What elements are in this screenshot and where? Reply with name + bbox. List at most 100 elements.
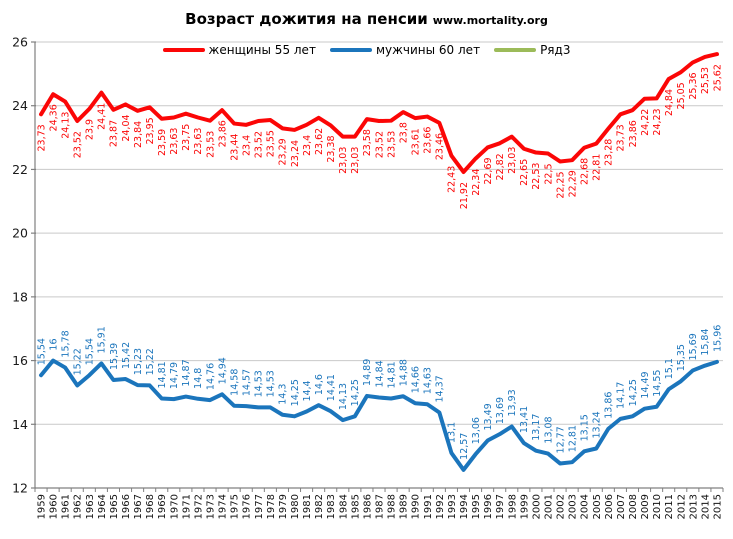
x-axis-label: 2003 <box>568 494 579 519</box>
chart-title: Возраст дожития на пенсии www.mortality.o… <box>0 9 733 28</box>
x-axis-label: 1989 <box>399 494 410 519</box>
data-label: 23,28 <box>604 139 615 166</box>
chart-legend: женщины 55 лет мужчины 60 лет Ряд3 <box>0 44 733 56</box>
data-label: 25,36 <box>688 72 699 99</box>
x-axis-label: 1988 <box>387 494 398 519</box>
data-label: 15,78 <box>60 330 71 357</box>
data-label: 22,5 <box>543 164 554 185</box>
data-label: 22,68 <box>579 158 590 185</box>
x-axis-label: 1994 <box>459 494 470 519</box>
data-label: 14,66 <box>411 366 422 393</box>
data-label: 24,22 <box>640 109 651 136</box>
data-label: 14,84 <box>374 360 385 387</box>
data-label: 24,41 <box>97 103 108 130</box>
x-axis-label: 1986 <box>362 494 373 519</box>
data-label: 14,41 <box>326 374 337 401</box>
x-axis-label: 1985 <box>350 494 361 519</box>
data-label: 14,25 <box>290 379 301 406</box>
data-label: 23,4 <box>302 135 313 156</box>
data-label: 14,57 <box>242 369 253 396</box>
x-axis-label: 1974 <box>218 494 229 519</box>
data-label: 15,22 <box>145 348 156 375</box>
data-label: 15,23 <box>133 348 144 375</box>
x-axis-label: 2001 <box>543 494 554 519</box>
x-axis-label: 1969 <box>157 494 168 519</box>
x-axis-label: 1991 <box>423 494 434 519</box>
data-label: 14,3 <box>278 384 289 405</box>
data-label: 23,66 <box>423 127 434 154</box>
data-label: 13,1 <box>447 422 458 443</box>
data-label: 22,34 <box>471 169 482 196</box>
x-axis-label: 1981 <box>302 494 313 519</box>
x-axis-label: 1983 <box>326 494 337 519</box>
x-axis-label: 1963 <box>85 494 96 519</box>
x-axis-label: 2002 <box>556 494 567 519</box>
x-axis-label: 1992 <box>435 494 446 519</box>
x-axis-label: 1980 <box>290 494 301 519</box>
data-label: 22,29 <box>567 170 578 197</box>
data-label: 23,59 <box>157 129 168 156</box>
chart-title-source: www.mortality.org <box>432 14 548 27</box>
data-label: 24,13 <box>60 112 71 139</box>
x-axis-label: 2014 <box>700 494 711 519</box>
data-label: 14,81 <box>386 361 397 388</box>
data-label: 14,25 <box>350 379 361 406</box>
data-label: 23,73 <box>616 124 627 151</box>
x-axis-label: 2007 <box>616 494 627 519</box>
data-label: 14,88 <box>398 359 409 386</box>
data-label: 23,86 <box>628 120 639 147</box>
y-axis-label: 12 <box>12 481 28 496</box>
x-axis-label: 1987 <box>375 494 386 519</box>
y-axis-label: 14 <box>12 417 28 432</box>
x-axis-label: 1978 <box>266 494 277 519</box>
data-label: 15,54 <box>36 338 47 365</box>
data-label: 23,44 <box>229 134 240 161</box>
x-axis-label: 1971 <box>181 494 192 519</box>
data-label: 12,81 <box>567 425 578 452</box>
x-axis-label: 1961 <box>61 494 72 519</box>
data-label: 24,04 <box>121 114 132 141</box>
data-label: 15,39 <box>109 343 120 370</box>
data-label: 23,46 <box>435 133 446 160</box>
data-label: 22,69 <box>483 157 494 184</box>
data-label: 15,96 <box>712 325 723 352</box>
x-axis-label: 1968 <box>145 494 156 519</box>
x-axis-label: 1977 <box>254 494 265 519</box>
x-axis-label: 1967 <box>133 494 144 519</box>
y-axis-label: 26 <box>12 35 28 50</box>
data-label: 23,38 <box>326 135 337 162</box>
data-label: 14,17 <box>616 382 627 409</box>
data-label: 13,93 <box>507 389 518 416</box>
x-axis-label: 2013 <box>688 494 699 519</box>
data-label: 13,15 <box>579 414 590 441</box>
data-label: 15,84 <box>700 328 711 355</box>
legend-label: женщины 55 лет <box>208 43 316 57</box>
data-label: 22,43 <box>447 166 458 193</box>
data-label: 23,53 <box>386 131 397 158</box>
data-label: 23,73 <box>36 124 47 151</box>
data-label: 23,55 <box>266 130 277 157</box>
data-label: 23,84 <box>133 121 144 148</box>
data-label: 23,61 <box>411 128 422 155</box>
data-label: 23,8 <box>398 122 409 143</box>
x-axis-label: 2005 <box>592 494 603 519</box>
data-label: 21,92 <box>459 182 470 209</box>
x-axis-label: 2011 <box>664 494 675 519</box>
legend-item-0: женщины 55 лет <box>162 43 316 57</box>
data-label: 23,4 <box>242 135 253 156</box>
data-label: 13,08 <box>543 416 554 443</box>
x-axis-label: 1984 <box>338 494 349 519</box>
data-label: 13,24 <box>592 411 603 438</box>
data-label: 24,84 <box>664 89 675 116</box>
x-axis-label: 1999 <box>519 494 530 519</box>
data-label: 13,17 <box>531 414 542 441</box>
data-label: 23,03 <box>507 147 518 174</box>
data-label: 23,95 <box>145 117 156 144</box>
data-label: 23,58 <box>362 129 373 156</box>
data-label: 23,52 <box>254 131 265 158</box>
x-axis-label: 1964 <box>97 494 108 519</box>
x-axis-label: 1959 <box>37 494 48 519</box>
x-axis-label: 1972 <box>193 494 204 519</box>
x-axis-label: 1962 <box>73 494 84 519</box>
